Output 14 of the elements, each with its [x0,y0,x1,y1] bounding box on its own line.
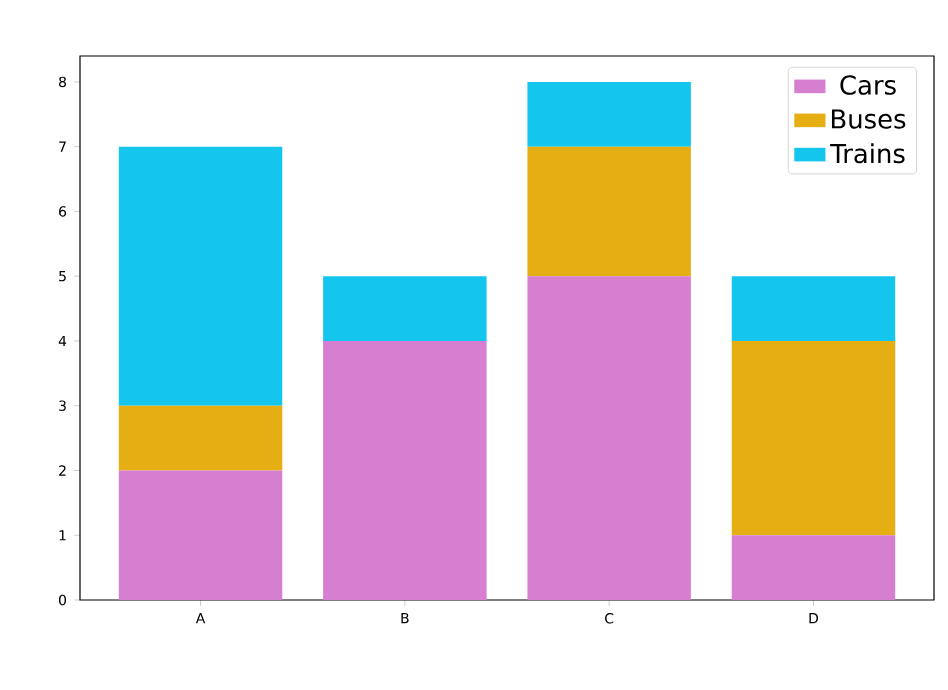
bar [118,146,283,406]
bar [731,340,896,536]
bar [527,81,691,147]
bar [118,405,283,471]
bar [731,276,896,341]
bar [731,535,896,600]
legend-label: Buses [831,109,906,129]
bar [527,146,691,277]
bar [323,276,487,341]
bar [118,470,283,600]
legend-label: Trains [830,143,905,164]
bar [527,276,691,600]
bar [323,340,487,600]
legend-label: Cars [840,75,896,95]
